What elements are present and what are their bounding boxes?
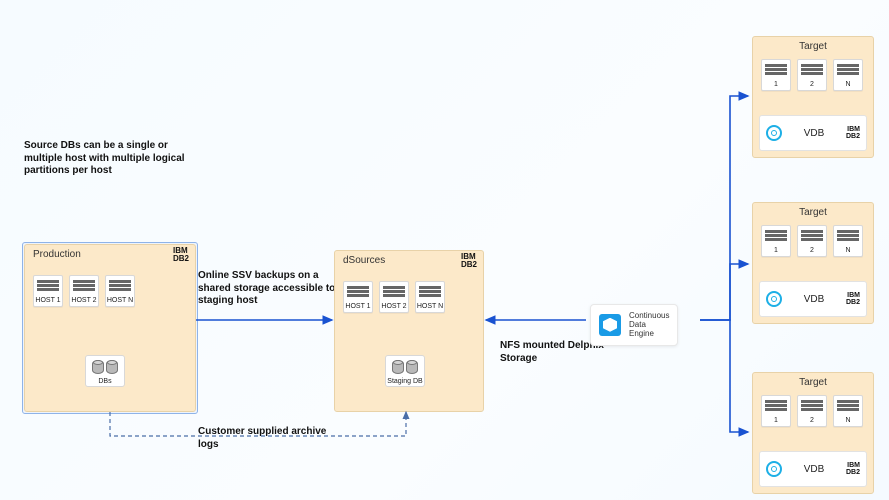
source-note: Source DBs can be a single or multiple h… [24, 140, 194, 178]
vdb-icon [766, 461, 782, 477]
target-title: Target [753, 41, 873, 52]
db-cylinder-icon [392, 360, 404, 374]
dsources-host: HOST 2 [379, 281, 409, 313]
target-ibm-logo: IBMDB2 [846, 126, 860, 140]
db-cylinder-icon [106, 360, 118, 374]
production-title: Production [33, 249, 81, 260]
target-host: 1 [761, 59, 791, 91]
target-vdb-row: VDB IBMDB2 [759, 451, 867, 487]
vdb-label: VDB [804, 464, 825, 475]
target-host: N [833, 59, 863, 91]
target-host: 2 [797, 395, 827, 427]
db-cylinder-icon [406, 360, 418, 374]
vdb-icon [766, 125, 782, 141]
dsources-panel: dSources IBMDB2 HOST 1 HOST 2 HOST N Sta… [334, 250, 484, 412]
db-cylinder-icon [92, 360, 104, 374]
target-host: 2 [797, 225, 827, 257]
target-panel: Target 1 2 N VDB IBMDB2 [752, 36, 874, 158]
target-title: Target [753, 377, 873, 388]
target-hosts: 1 2 N [761, 59, 863, 91]
production-hosts: HOST 1 HOST 2 HOST N [33, 275, 135, 307]
staging-db: Staging DB [385, 355, 425, 387]
target-vdb-row: VDB IBMDB2 [759, 115, 867, 151]
target-host: 1 [761, 395, 791, 427]
engine-cube-icon [599, 314, 621, 336]
continuous-data-engine: ContinuousDataEngine [590, 304, 678, 346]
target-vdb-row: VDB IBMDB2 [759, 281, 867, 317]
vdb-label: VDB [804, 294, 825, 305]
target-host: 2 [797, 59, 827, 91]
dsources-hosts: HOST 1 HOST 2 HOST N [343, 281, 445, 313]
target-host: 1 [761, 225, 791, 257]
target-panel: Target 1 2 N VDB IBMDB2 [752, 202, 874, 324]
dsources-ibm-logo: IBMDB2 [461, 253, 477, 269]
dsources-host: HOST N [415, 281, 445, 313]
production-host: HOST 2 [69, 275, 99, 307]
archive-logs-note: Customer supplied archive logs [198, 426, 338, 451]
target-host: N [833, 395, 863, 427]
target-hosts: 1 2 N [761, 225, 863, 257]
target-title: Target [753, 207, 873, 218]
vdb-label: VDB [804, 128, 825, 139]
production-host: HOST N [105, 275, 135, 307]
engine-label: ContinuousDataEngine [629, 311, 669, 339]
production-host: HOST 1 [33, 275, 63, 307]
vdb-icon [766, 291, 782, 307]
dsources-title: dSources [343, 255, 385, 266]
production-ibm-logo: IBMDB2 [173, 247, 189, 263]
production-dbs: DBs [85, 355, 125, 387]
target-ibm-logo: IBMDB2 [846, 292, 860, 306]
target-hosts: 1 2 N [761, 395, 863, 427]
online-backups-note: Online SSV backups on a shared storage a… [198, 270, 338, 308]
target-host: N [833, 225, 863, 257]
target-panel: Target 1 2 N VDB IBMDB2 [752, 372, 874, 494]
target-ibm-logo: IBMDB2 [846, 462, 860, 476]
dsources-host: HOST 1 [343, 281, 373, 313]
production-panel: Production IBMDB2 HOST 1 HOST 2 HOST N D… [24, 244, 196, 412]
